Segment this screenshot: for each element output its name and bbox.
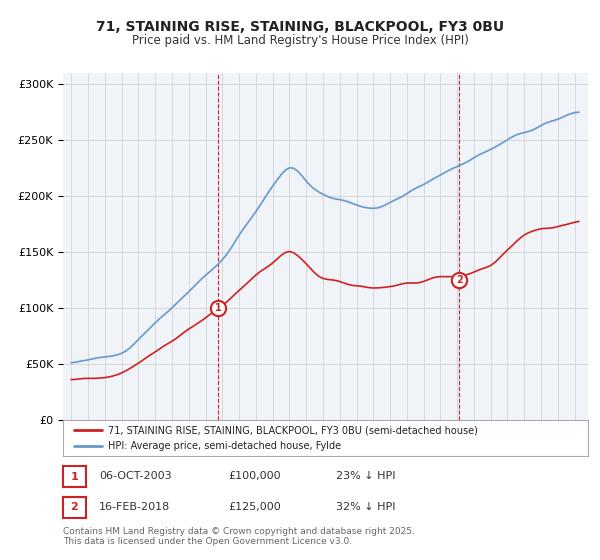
Text: 23% ↓ HPI: 23% ↓ HPI — [336, 471, 395, 481]
Text: 06-OCT-2003: 06-OCT-2003 — [99, 471, 172, 481]
Text: HPI: Average price, semi-detached house, Fylde: HPI: Average price, semi-detached house,… — [107, 441, 341, 451]
Text: 16-FEB-2018: 16-FEB-2018 — [99, 502, 170, 512]
Text: 2: 2 — [456, 275, 463, 285]
Text: 71, STAINING RISE, STAINING, BLACKPOOL, FY3 0BU: 71, STAINING RISE, STAINING, BLACKPOOL, … — [96, 20, 504, 34]
Text: Price paid vs. HM Land Registry's House Price Index (HPI): Price paid vs. HM Land Registry's House … — [131, 34, 469, 46]
Text: Contains HM Land Registry data © Crown copyright and database right 2025.
This d: Contains HM Land Registry data © Crown c… — [63, 526, 415, 546]
Text: 1: 1 — [215, 303, 221, 313]
Text: 1: 1 — [71, 472, 78, 482]
Text: 32% ↓ HPI: 32% ↓ HPI — [336, 502, 395, 512]
Text: £100,000: £100,000 — [228, 471, 281, 481]
Text: 71, STAINING RISE, STAINING, BLACKPOOL, FY3 0BU (semi-detached house): 71, STAINING RISE, STAINING, BLACKPOOL, … — [107, 425, 478, 435]
Text: £125,000: £125,000 — [228, 502, 281, 512]
Text: 2: 2 — [71, 502, 78, 512]
